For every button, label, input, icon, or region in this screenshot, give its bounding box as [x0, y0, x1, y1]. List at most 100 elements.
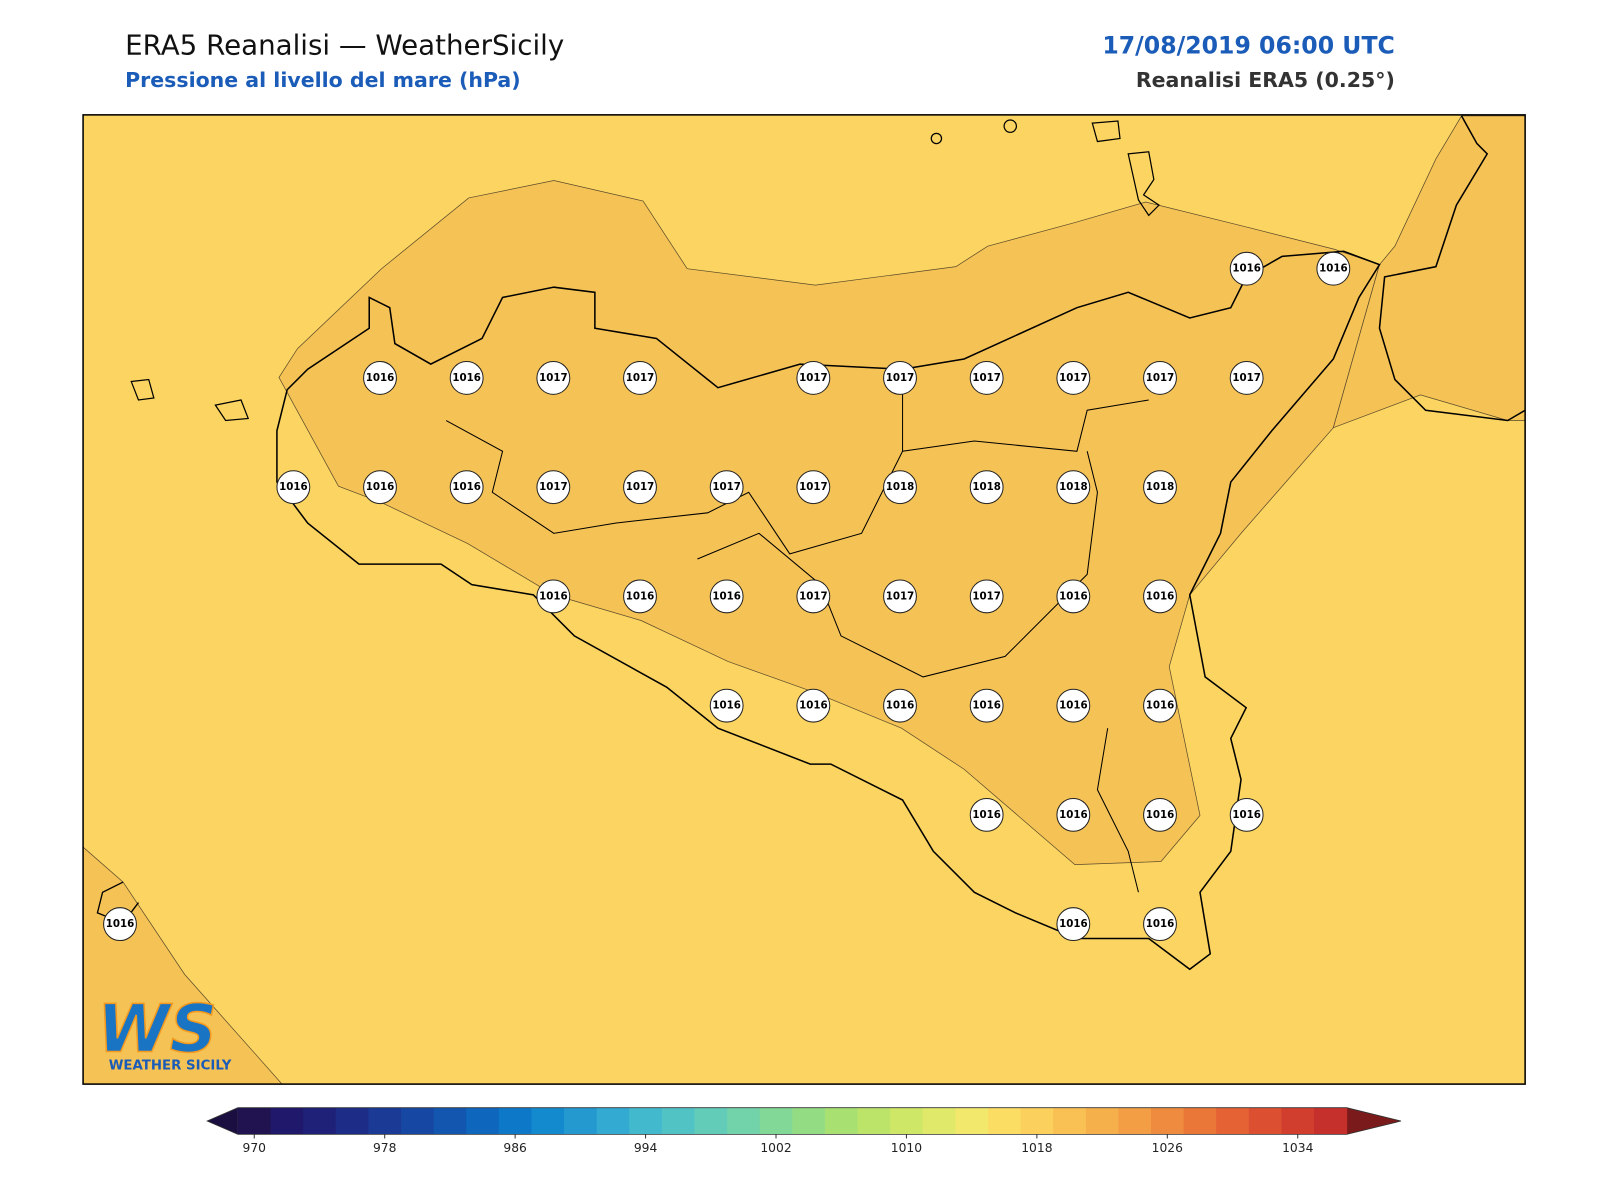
colorbar-swatch — [1118, 1107, 1152, 1135]
pressure-band — [1332, 115, 1526, 429]
pressure-marker — [623, 470, 657, 505]
pressure-value: 1016 — [712, 700, 741, 712]
pressure-marker — [623, 361, 657, 395]
island — [1003, 119, 1018, 133]
pressure-marker — [536, 361, 571, 395]
pressure-marker — [1316, 251, 1351, 286]
coastline — [1378, 115, 1526, 422]
pressure-value: 1017 — [972, 372, 1001, 384]
colorbar-swatch — [1281, 1107, 1315, 1135]
pressure-value: 1016 — [1146, 700, 1175, 712]
pressure-value: 1017 — [1059, 372, 1088, 384]
colorbar-swatch — [922, 1107, 956, 1135]
colorbar-under — [207, 1107, 238, 1135]
colorbar-swatch — [1216, 1107, 1250, 1135]
pressure-value: 1016 — [626, 590, 655, 602]
pressure-marker — [969, 579, 1004, 614]
colorbar-swatch — [1053, 1107, 1087, 1135]
colorbar-swatch — [531, 1107, 565, 1135]
pressure-value: 1016 — [712, 590, 741, 602]
pressure-value: 1016 — [366, 481, 395, 493]
island — [930, 132, 943, 145]
colorbar-tick-label: 1026 — [1152, 1141, 1183, 1155]
island — [214, 399, 250, 422]
pressure-marker — [363, 361, 397, 395]
pressure-value: 1016 — [539, 590, 568, 602]
pressure-value: 1017 — [1232, 372, 1261, 384]
pressure-marker — [969, 797, 1004, 832]
colorbar-outline — [206, 1107, 1402, 1135]
title: ERA5 Reanalisi — WeatherSicily — [125, 28, 564, 61]
pressure-value: 1016 — [1059, 809, 1088, 821]
colorbar-swatch — [955, 1107, 989, 1135]
colorbar-swatch — [661, 1107, 695, 1135]
colorbar-swatch — [335, 1107, 369, 1135]
pressure-marker — [1056, 361, 1091, 395]
colorbar-tick-label: 1010 — [891, 1141, 922, 1155]
province-border — [1096, 728, 1139, 893]
pressure-value: 1016 — [1146, 918, 1175, 930]
pressure-marker — [796, 470, 831, 505]
pressure-value: 1016 — [452, 372, 481, 384]
colorbar-swatch — [1085, 1107, 1119, 1135]
pressure-marker — [449, 361, 484, 395]
colorbar-tick-label: 1002 — [760, 1141, 791, 1155]
pressure-marker — [709, 579, 744, 614]
pressure-marker — [1143, 688, 1177, 723]
pressure-marker — [883, 688, 917, 723]
pressure-marker — [536, 470, 571, 505]
coastline — [276, 250, 1381, 971]
colorbar-swatch — [792, 1107, 826, 1135]
pressure-marker — [883, 361, 917, 395]
pressure-value: 1016 — [1146, 590, 1175, 602]
island — [1091, 120, 1121, 143]
colorbar-swatch — [400, 1107, 435, 1135]
colorbar-swatch — [890, 1107, 924, 1135]
colorbar-swatch — [596, 1107, 630, 1135]
pressure-value: 1017 — [539, 481, 568, 493]
pressure-value: 1017 — [626, 372, 655, 384]
pressure-value: 1017 — [886, 372, 915, 384]
pressure-value: 1016 — [972, 809, 1001, 821]
colorbar-swatch — [824, 1107, 859, 1135]
pressure-labels: 1016 1016 1016 1016 1017 1017 1017 1017 1017 1017… — [103, 251, 1351, 942]
colorbar-swatch — [237, 1107, 272, 1135]
pressure-marker — [1056, 470, 1091, 505]
source: Reanalisi ERA5 (0.25°) — [1136, 68, 1395, 92]
pressure-value: 1016 — [972, 700, 1001, 712]
pressure-value: 1016 — [106, 918, 135, 930]
colorbar-swatch — [629, 1107, 663, 1135]
pressure-value: 1016 — [1059, 700, 1088, 712]
pressure-marker — [623, 579, 657, 614]
colorbar-swatch — [1020, 1107, 1054, 1135]
logo-text: WEATHER SICILY — [109, 1059, 232, 1074]
map: 1016 1016 1016 1016 1017 1017 1017 1017 1017 1017… — [82, 114, 1526, 1085]
pressure-marker — [536, 579, 571, 614]
pressure-band — [278, 180, 1380, 865]
pressure-marker — [796, 579, 831, 614]
pressure-marker — [1143, 579, 1177, 614]
pressure-marker — [276, 470, 311, 505]
map-layers — [83, 115, 1526, 1085]
pressure-value: 1018 — [886, 481, 915, 493]
colorbar-tick-label: 978 — [373, 1141, 396, 1155]
pressure-value: 1016 — [1319, 263, 1348, 275]
pressure-marker — [1056, 797, 1091, 832]
colorbar-tick-label: 994 — [634, 1141, 658, 1155]
pressure-value: 1016 — [1059, 918, 1088, 930]
island — [130, 378, 155, 401]
pressure-value: 1017 — [799, 481, 828, 493]
pressure-marker — [1056, 579, 1091, 614]
pressure-value: 1016 — [1232, 809, 1261, 821]
colorbar-tick-label: 970 — [243, 1141, 266, 1155]
pressure-marker — [709, 470, 744, 505]
pressure-marker — [1056, 907, 1091, 942]
colorbar-swatch — [466, 1107, 500, 1135]
logo-mark: WS — [97, 991, 217, 1067]
colorbar-tick-label: 986 — [503, 1141, 527, 1155]
pressure-value: 1016 — [886, 700, 915, 712]
pressure-value: 1016 — [366, 372, 395, 384]
date: 17/08/2019 06:00 UTC — [1102, 31, 1394, 59]
pressure-marker — [883, 470, 917, 505]
province-border — [697, 451, 1098, 678]
